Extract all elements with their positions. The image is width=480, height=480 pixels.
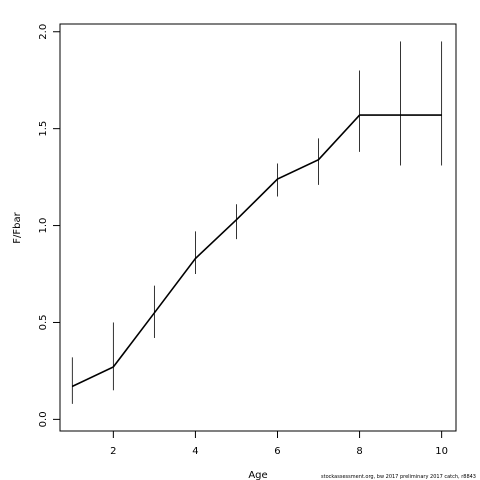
x-tick-label: 8	[356, 446, 362, 457]
error-bars	[71, 41, 443, 404]
x-tick-label: 6	[274, 446, 280, 457]
x-tick-label: 2	[110, 446, 116, 457]
y-tick-label: 1.0	[38, 218, 49, 234]
x-axis: 2 4 6 8 10	[110, 431, 448, 457]
y-tick-label: 0.0	[38, 411, 49, 427]
x-axis-title: Age	[248, 470, 267, 480]
y-tick-label: 1.5	[38, 121, 49, 137]
x-tick-label: 10	[435, 446, 448, 457]
y-tick-label: 0.5	[38, 315, 49, 331]
y-axis: 0.0 0.5 1.0 1.5 2.0	[38, 24, 60, 427]
y-tick-label: 2.0	[38, 24, 49, 40]
credit-footnote: stockassessment.org, bw 2017 preliminary…	[321, 474, 476, 480]
y-axis-title: F/Fbar	[12, 211, 23, 243]
series-line	[71, 114, 442, 388]
plot-frame	[59, 23, 457, 432]
x-tick-label: 4	[192, 446, 198, 457]
